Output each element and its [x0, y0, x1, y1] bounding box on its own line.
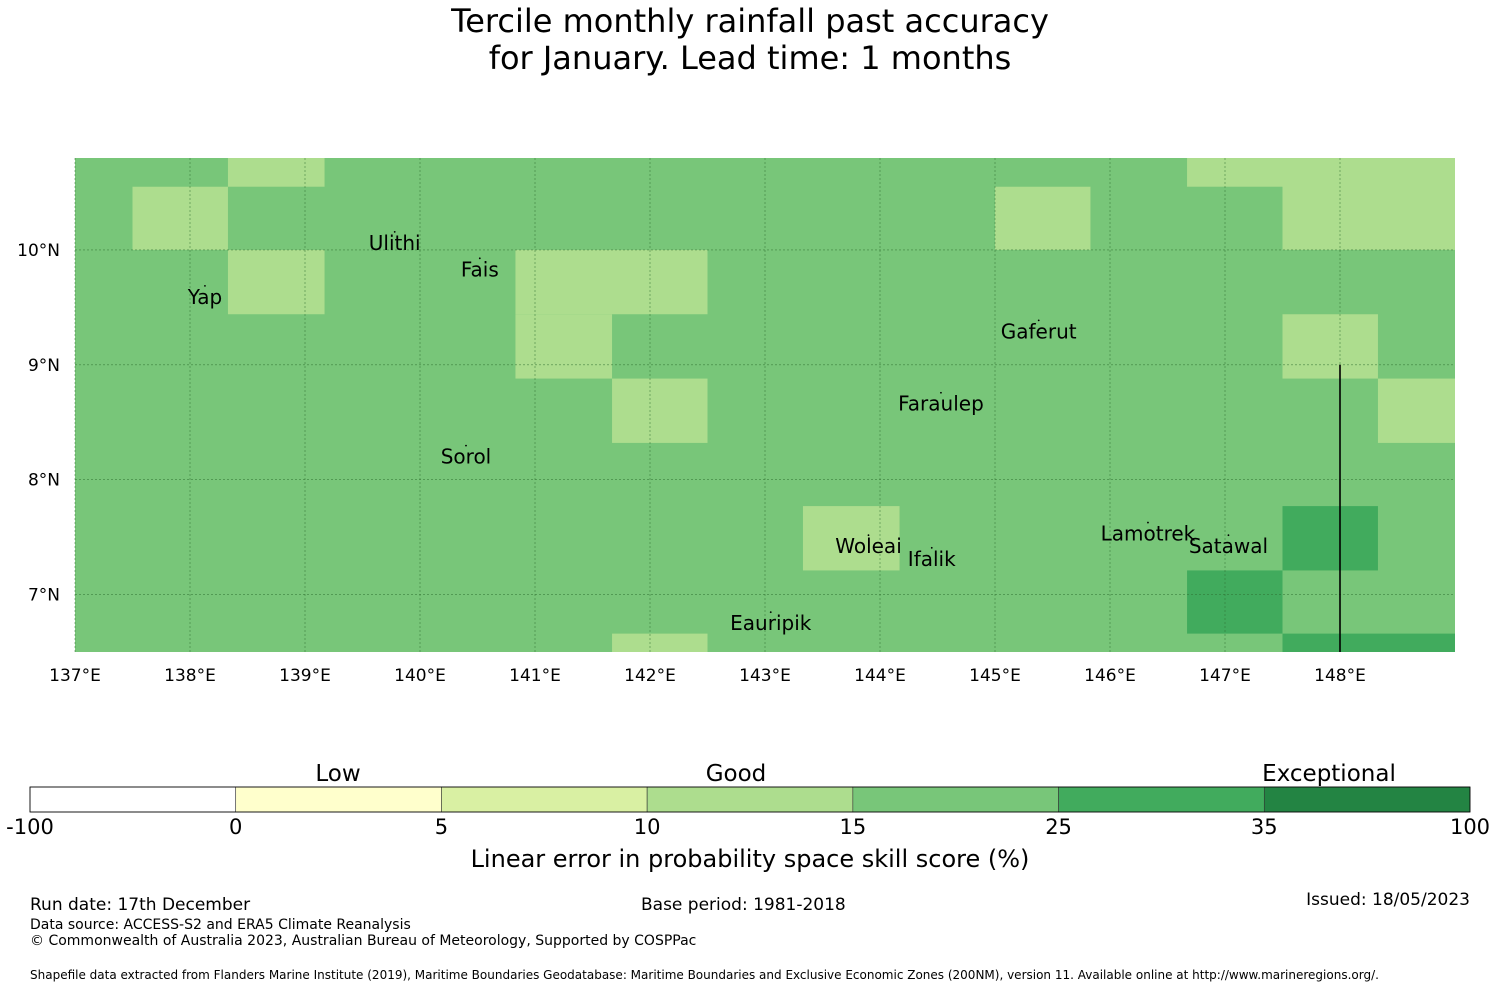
- colorbar-tick-label: 35: [1250, 815, 1278, 839]
- graticule-layer: [74, 158, 1455, 652]
- island-marker: [204, 285, 206, 287]
- lat-tick-label: 9°N: [28, 356, 60, 376]
- skill-cell: [1377, 378, 1455, 443]
- place-label: Ulithi: [369, 231, 421, 255]
- skill-cell: [1187, 158, 1283, 187]
- chart-title-line-1: Tercile monthly rainfall past accuracy: [451, 2, 1049, 40]
- skill-cell: [995, 186, 1091, 250]
- colorbar-tick-label: 10: [633, 815, 661, 839]
- lon-tick-label: 145°E: [969, 666, 1021, 686]
- colorbar-outline: [29, 786, 1471, 813]
- lat-tick-label: 7°N: [28, 586, 60, 606]
- skill-cell: [612, 378, 708, 443]
- island-marker: [769, 611, 772, 614]
- issued-date: Issued: 18/05/2023: [1306, 890, 1470, 910]
- island-marker: [465, 444, 467, 447]
- colorbar-tick-label: 15: [839, 815, 867, 839]
- island-marker: [1227, 534, 1230, 537]
- place-label: Yap: [187, 285, 222, 309]
- legend-category-good: Good: [705, 761, 767, 787]
- colorbar-tick-label: 25: [1045, 815, 1072, 839]
- island-marker: [940, 391, 942, 394]
- skill-cell: [515, 249, 708, 315]
- legend-category-exceptional: Exceptional: [1262, 761, 1396, 787]
- lon-tick-label: 139°E: [279, 666, 331, 686]
- run-date: Run date: 17th December: [30, 895, 251, 915]
- place-label: Eauripik: [730, 611, 812, 635]
- skill-cell: [1187, 570, 1283, 634]
- island-marker: [1037, 319, 1040, 322]
- lat-tick-label: 10°N: [17, 241, 60, 261]
- skill-cell: [612, 633, 708, 652]
- colorbar: [29, 786, 1471, 813]
- colorbar-tick-label: -100: [6, 815, 54, 839]
- island-marker: [930, 546, 933, 549]
- island-marker: [1147, 521, 1149, 524]
- colorbar-bin: [441, 786, 648, 813]
- lon-tick-label: 146°E: [1084, 666, 1136, 686]
- place-label: Lamotrek: [1101, 522, 1196, 546]
- skill-cell: [802, 506, 900, 571]
- lon-tick-label: 143°E: [739, 666, 791, 686]
- legend-category-low: Low: [315, 761, 361, 787]
- skill-cell: [132, 186, 228, 250]
- lon-tick-label: 138°E: [164, 666, 216, 686]
- place-label: Satawal: [1189, 534, 1268, 558]
- lon-tick-label: 141°E: [509, 666, 561, 686]
- skill-cell: [1282, 314, 1378, 379]
- skill-cell: [1282, 633, 1455, 652]
- lat-tick-label: 8°N: [28, 471, 60, 491]
- axis-tick-labels: 7°N 8°N 9°N 10°N 137°E 138°E 139°E 140°E 141°E 14…: [17, 241, 1366, 686]
- place-label: Faraulep: [898, 392, 984, 416]
- colorbar-bin: [1263, 786, 1471, 813]
- colorbar-bin: [646, 786, 854, 813]
- map-background-cell: [75, 158, 1455, 652]
- island-marker: [393, 231, 396, 233]
- skill-cell: [227, 158, 325, 187]
- place-label: Woleai: [835, 534, 902, 558]
- colorbar-tick-label: 5: [434, 815, 449, 839]
- lon-tick-label: 144°E: [854, 666, 906, 686]
- base-period: Base period: 1981-2018: [641, 895, 846, 915]
- colorbar-bin: [852, 786, 1059, 813]
- colorbar-bin: [29, 786, 237, 813]
- colorbar-bin: [235, 786, 442, 813]
- colorbar-tick-label: 100: [1449, 815, 1491, 839]
- lon-tick-label: 142°E: [624, 666, 676, 686]
- colorbar-bin: [1058, 786, 1265, 813]
- skill-cell: [1282, 506, 1378, 571]
- place-label: Gaferut: [1001, 319, 1077, 343]
- colorbar-title: Linear error in probability space skill …: [470, 845, 1030, 873]
- skill-cell: [1282, 158, 1455, 250]
- place-label: Sorol: [441, 445, 492, 469]
- place-label: Ifalik: [908, 547, 956, 571]
- lon-tick-label: 147°E: [1199, 666, 1251, 686]
- lon-tick-label: 140°E: [394, 666, 446, 686]
- shapefile-credit: Shapefile data extracted from Flanders M…: [30, 968, 1379, 982]
- skill-cells-layer: [75, 158, 1455, 652]
- place-labels-layer: Ulithi Fais Yap Gaferut Faraulep Sorol WoleaiI…: [187, 231, 1268, 635]
- chart-title-line-2: for January. Lead time: 1 months: [488, 39, 1012, 77]
- copyright: © Commonwealth of Australia 2023, Austra…: [30, 933, 697, 949]
- island-marker: [478, 257, 481, 260]
- island-marker: [867, 534, 870, 537]
- skill-cell: [227, 249, 325, 315]
- lon-tick-label: 148°E: [1314, 666, 1366, 686]
- colorbar-tick-label: 0: [229, 815, 243, 839]
- data-source: Data source: ACCESS-S2 and ERA5 Climate …: [30, 917, 411, 933]
- lon-tick-label: 137°E: [49, 666, 101, 686]
- skill-cell: [515, 314, 613, 379]
- place-label: Fais: [461, 257, 499, 281]
